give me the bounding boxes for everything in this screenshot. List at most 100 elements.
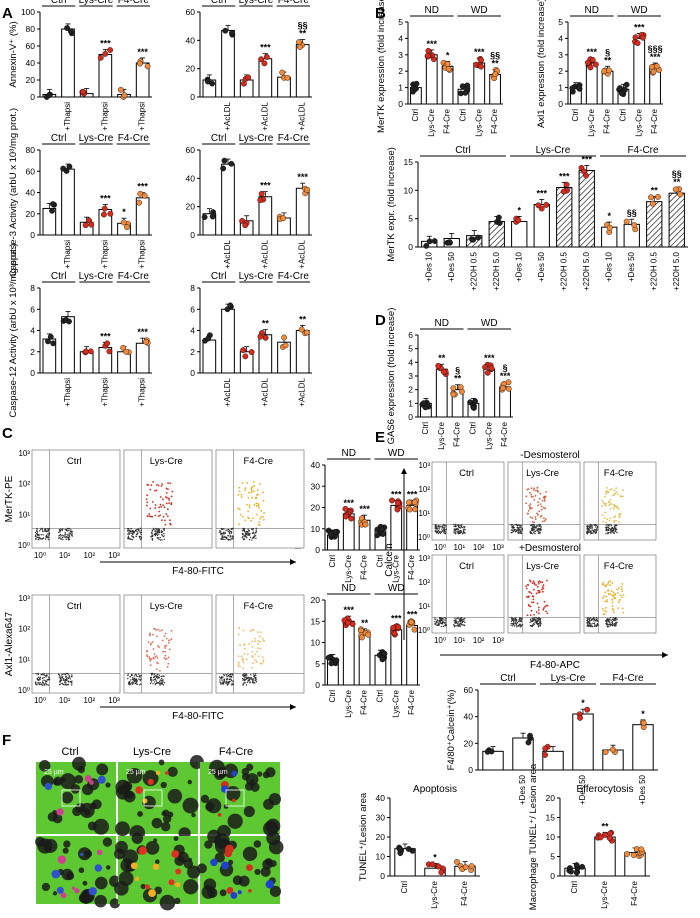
- event-dot-positive: [526, 488, 529, 491]
- event-dot: [513, 528, 516, 531]
- event-dot-positive: [540, 514, 543, 517]
- event-dot: [592, 530, 595, 533]
- event-dot: [459, 531, 461, 533]
- event-dot: [436, 619, 438, 621]
- y-tick-label: 0: [315, 545, 320, 555]
- event-dot: [45, 676, 47, 678]
- flow-tile-label: F4-Cre: [243, 601, 273, 612]
- event-dot: [512, 619, 515, 622]
- data-point: [621, 87, 628, 93]
- event-dot-positive: [536, 486, 539, 489]
- micrograph-dark-region: [205, 802, 215, 812]
- micrograph-dark-region: [256, 771, 263, 777]
- event-dot-positive: [544, 507, 547, 510]
- data-point: [650, 68, 657, 75]
- data-point: [123, 348, 129, 355]
- event-dot: [39, 682, 41, 684]
- event-dot-positive: [162, 498, 164, 501]
- event-dot: [255, 676, 257, 679]
- event-dot: [453, 624, 455, 626]
- event-dot-positive: [609, 517, 612, 520]
- event-dot: [438, 526, 440, 529]
- data-point: [136, 199, 143, 206]
- flow-x-arrowhead: [290, 559, 296, 565]
- data-point: [677, 191, 684, 198]
- event-dot: [132, 683, 134, 685]
- event-dot: [440, 619, 443, 621]
- event-dot: [224, 682, 227, 684]
- event-dot: [593, 528, 596, 531]
- data-point: [649, 200, 656, 207]
- event-dot: [69, 678, 72, 680]
- x-tick-label: +Thapsi: [138, 102, 147, 131]
- event-dot-positive: [528, 504, 531, 507]
- event-dot: [538, 619, 540, 621]
- event-dot: [41, 527, 44, 530]
- event-dot: [436, 530, 439, 532]
- event-dot-positive: [252, 517, 254, 520]
- event-dot: [47, 684, 50, 686]
- event-dot: [243, 672, 245, 675]
- event-dot-positive: [251, 650, 254, 653]
- event-dot: [159, 539, 162, 541]
- data-point: [535, 202, 542, 209]
- event-dot-positive: [611, 605, 614, 607]
- event-dot: [459, 527, 462, 529]
- event-dot: [608, 532, 610, 534]
- micrograph-stain: [144, 884, 150, 890]
- event-dot: [137, 673, 140, 675]
- event-dot: [610, 619, 612, 622]
- event-dot-positive: [254, 637, 257, 640]
- event-dot: [609, 624, 612, 627]
- event-dot: [591, 532, 593, 534]
- data-point: [389, 497, 395, 504]
- event-dot: [221, 528, 224, 530]
- data-point: [478, 57, 484, 64]
- micrograph-stain: [171, 850, 180, 858]
- x-tick-label: +AcLDL: [260, 239, 269, 268]
- flow-y-tick: 10⁰: [418, 626, 430, 635]
- event-dot: [158, 530, 161, 532]
- event-dot: [45, 528, 47, 531]
- event-dot: [255, 672, 257, 675]
- event-dot-positive: [256, 489, 259, 492]
- event-dot: [225, 537, 228, 540]
- data-point: [454, 858, 460, 865]
- flow-y-label: Calcein: [384, 543, 395, 576]
- event-dot: [614, 530, 617, 533]
- event-dot: [130, 532, 132, 535]
- event-dot-positive: [156, 635, 158, 638]
- event-dot: [65, 672, 67, 675]
- event-dot: [607, 621, 609, 623]
- event-dot: [36, 532, 39, 534]
- event-dot-positive: [535, 611, 538, 613]
- micrograph-dark-region: [145, 841, 160, 855]
- data-point: [577, 714, 583, 721]
- event-dot-positive: [536, 602, 539, 605]
- event-dot: [137, 675, 139, 678]
- significance-label: **: [438, 353, 446, 363]
- flow-tile-f4-cre: F4-Cre: [215, 449, 305, 549]
- event-dot-positive: [260, 510, 263, 512]
- event-dot-positive: [258, 521, 260, 524]
- data-point: [362, 521, 369, 528]
- event-dot: [540, 527, 542, 529]
- significance-label: *: [581, 698, 585, 708]
- micrograph-dark-region: [265, 767, 276, 778]
- significance-label: §§: [672, 169, 682, 179]
- event-dot: [48, 677, 51, 680]
- event-dot-positive: [610, 488, 613, 490]
- group-label: WD: [481, 318, 498, 329]
- y-tick-label: 8: [30, 283, 35, 293]
- event-dot: [151, 538, 153, 540]
- event-dot: [513, 617, 515, 620]
- event-dot: [38, 530, 41, 532]
- data-point: [209, 213, 216, 220]
- data-point: [420, 400, 427, 407]
- event-dot: [593, 524, 596, 526]
- y-tick-label: 0: [190, 230, 195, 240]
- y-tick-label: 0: [380, 871, 385, 881]
- event-dot: [223, 528, 225, 530]
- significance-label: **: [454, 374, 462, 384]
